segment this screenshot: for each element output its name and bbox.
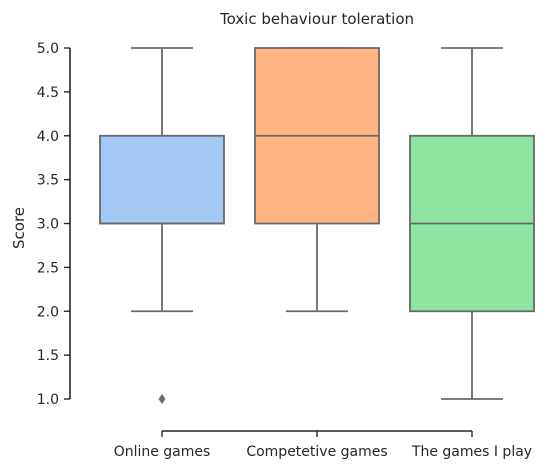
y-tick-label: 5.0 <box>37 41 59 57</box>
y-axis-label: Score <box>10 207 28 249</box>
y-tick-label: 2.5 <box>37 260 59 276</box>
y-tick-label: 2.0 <box>37 304 59 320</box>
y-tick-label: 1.5 <box>37 348 59 364</box>
y-tick-label: 3.5 <box>37 173 59 189</box>
y-axis: 1.0 1.5 2.0 2.5 3.0 3.5 4.0 4.5 5.0 <box>37 41 71 408</box>
y-tick-label: 1.0 <box>37 392 59 408</box>
box-1 <box>99 47 225 404</box>
x-tick-label: The games I play <box>411 444 532 460</box>
box-series <box>99 47 535 404</box>
x-tick-label: Online games <box>114 444 211 460</box>
x-axis: Online games Competetive games The games I… <box>114 430 532 460</box>
y-tick-label: 3.0 <box>37 217 59 233</box>
chart-title: Toxic behaviour toleration <box>219 10 414 28</box>
y-tick-label: 4.5 <box>37 85 59 101</box>
box-2 <box>254 47 380 313</box>
x-tick-label: Competetive games <box>246 444 387 460</box>
iqr-box <box>99 134 225 225</box>
y-tick-label: 4.0 <box>37 129 59 145</box>
outlier-point <box>158 394 166 404</box>
box-3 <box>409 47 535 400</box>
